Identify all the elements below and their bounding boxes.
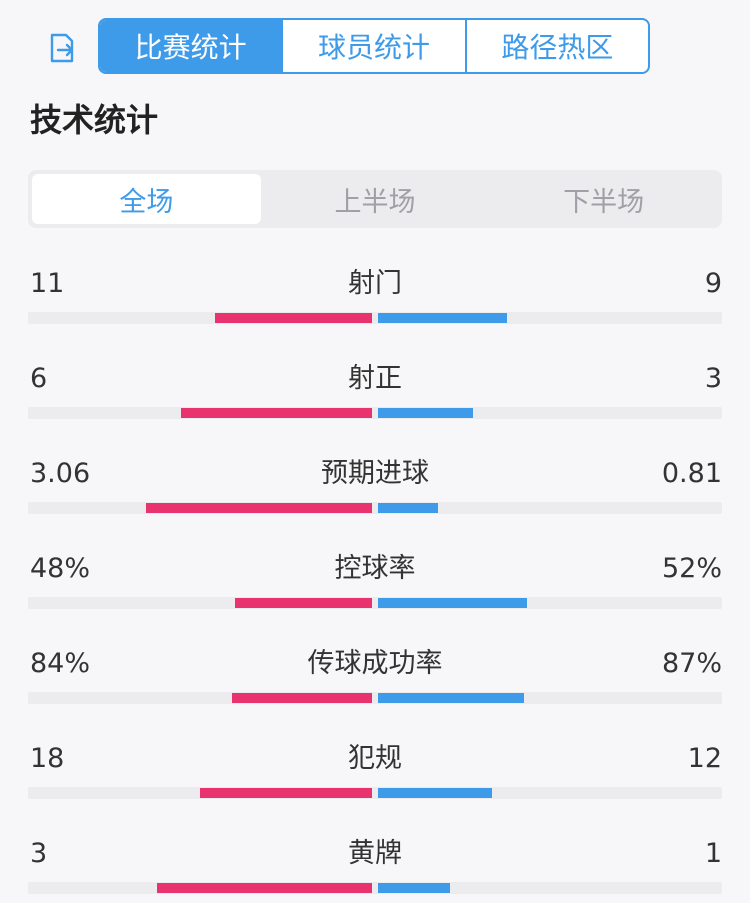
top-tab-bar: 比赛统计 球员统计 路径热区 bbox=[98, 18, 650, 74]
stat-track bbox=[28, 787, 722, 799]
period-segmented-control: 全场 上半场 下半场 bbox=[28, 170, 722, 228]
home-bar bbox=[146, 503, 372, 513]
home-value: 48% bbox=[30, 553, 91, 584]
stat-track bbox=[28, 597, 722, 609]
away-bar bbox=[378, 883, 450, 893]
home-value: 84% bbox=[30, 648, 91, 679]
away-bar bbox=[378, 408, 473, 418]
period-tab-second-half[interactable]: 下半场 bbox=[563, 186, 645, 218]
home-value: 6 bbox=[30, 363, 48, 394]
stat-row: 6 射正 3 bbox=[0, 353, 750, 448]
away-bar bbox=[378, 598, 527, 608]
home-value: 18 bbox=[30, 743, 65, 774]
period-tab-full[interactable]: 全场 bbox=[32, 174, 261, 224]
stat-row: 48% 控球率 52% bbox=[0, 543, 750, 638]
stat-label: 预期进球 bbox=[321, 458, 429, 489]
home-bar bbox=[232, 693, 372, 703]
home-bar bbox=[215, 313, 372, 323]
stat-label: 射正 bbox=[348, 363, 402, 394]
home-bar bbox=[200, 788, 372, 798]
stat-track bbox=[28, 882, 722, 894]
stat-label: 犯规 bbox=[348, 743, 402, 774]
share-icon[interactable] bbox=[44, 30, 80, 66]
tab-player-stats[interactable]: 球员统计 bbox=[281, 20, 464, 72]
home-bar bbox=[157, 883, 372, 893]
stat-label: 传球成功率 bbox=[307, 648, 443, 679]
stat-track bbox=[28, 312, 722, 324]
away-value: 9 bbox=[704, 268, 722, 299]
stat-track bbox=[28, 692, 722, 704]
home-bar bbox=[181, 408, 372, 418]
home-value: 11 bbox=[30, 268, 65, 299]
stat-row: 3 黄牌 1 bbox=[0, 828, 750, 903]
stat-track bbox=[28, 502, 722, 514]
away-bar bbox=[378, 313, 507, 323]
away-value: 1 bbox=[704, 838, 722, 869]
stat-track bbox=[28, 407, 722, 419]
stat-row: 3.06 预期进球 0.81 bbox=[0, 448, 750, 543]
section-title: 技术统计 bbox=[30, 101, 159, 139]
away-value: 12 bbox=[687, 743, 722, 774]
away-value: 0.81 bbox=[661, 458, 722, 489]
away-value: 52% bbox=[661, 553, 722, 584]
stat-label: 控球率 bbox=[334, 553, 416, 584]
away-value: 87% bbox=[661, 648, 722, 679]
home-value: 3 bbox=[30, 838, 48, 869]
stat-row: 18 犯规 12 bbox=[0, 733, 750, 828]
stat-list: 11 射门 9 6 射正 3 3.06 预期进球 0.81 48% 控球率 52… bbox=[0, 258, 750, 903]
stat-label: 射门 bbox=[348, 268, 402, 299]
stat-row: 84% 传球成功率 87% bbox=[0, 638, 750, 733]
away-bar bbox=[378, 693, 524, 703]
stat-label: 黄牌 bbox=[348, 838, 402, 869]
away-bar bbox=[378, 503, 438, 513]
away-value: 3 bbox=[704, 363, 722, 394]
tab-heatmap[interactable]: 路径热区 bbox=[464, 20, 648, 72]
away-bar bbox=[378, 788, 492, 798]
stat-row: 11 射门 9 bbox=[0, 258, 750, 353]
tab-match-stats[interactable]: 比赛统计 bbox=[100, 20, 282, 72]
period-tab-first-half[interactable]: 上半场 bbox=[334, 186, 416, 218]
home-bar bbox=[235, 598, 372, 608]
home-value: 3.06 bbox=[30, 458, 91, 489]
